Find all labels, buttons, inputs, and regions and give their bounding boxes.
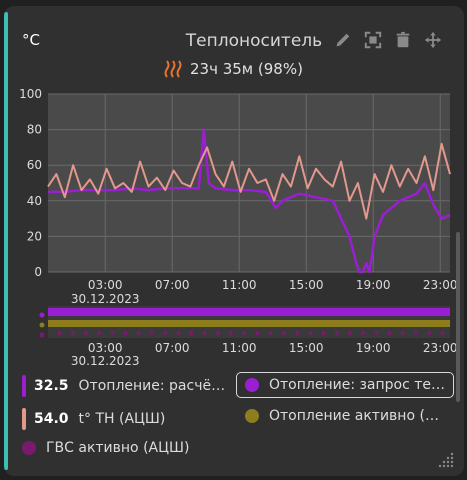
y-tick-label: 0 (34, 265, 42, 279)
legend-item-heatpump-temp[interactable]: 54.0 t° ТН (АЦШ) (22, 408, 165, 430)
fullscreen-icon[interactable] (364, 31, 382, 49)
chart-card: °C Теплоноситель 23ч 35м (98%) 100 80 60 40… (4, 6, 464, 476)
status-duration: 23ч 35м (98%) (190, 60, 303, 78)
unit-label: °C (22, 31, 40, 49)
timeline-row-marker (39, 322, 45, 328)
timeline-bar-dhw (427, 331, 431, 335)
timeline-bar-dhw (163, 331, 167, 335)
legend-swatch (22, 375, 26, 397)
timeline-bar-dhw (150, 331, 154, 335)
y-tick-label: 100 (19, 87, 42, 101)
timeline-bar-dhw (124, 331, 127, 335)
legend-item-heating-active[interactable]: Отопление активно (… (245, 408, 439, 424)
legend-swatch (22, 408, 26, 430)
timeline-bar-dhw (322, 331, 325, 335)
timeline-bar-dhw (137, 331, 141, 335)
legend-label: ГВС активно (АЦШ) (46, 440, 190, 456)
legend-label: Отопление активно (… (269, 408, 439, 424)
y-tick-label: 80 (27, 123, 42, 137)
legend-label: t° ТН (АЦШ) (78, 411, 166, 427)
timeline-bar-dhw (203, 331, 207, 335)
x-tick-date: 30.12.2023 (71, 292, 140, 304)
timeline-bar-dhw (348, 331, 352, 335)
timeline-bar-dhw (97, 331, 101, 335)
legend-swatch (245, 409, 259, 423)
timeline-bar-dhw (229, 331, 233, 335)
timeline-bar-dhw (414, 331, 418, 335)
timeline-x-tick-label: 23:00 (423, 341, 458, 355)
resize-handle-icon[interactable] (438, 452, 454, 468)
timeline-bar-dhw (269, 331, 273, 335)
toolbar (334, 31, 442, 49)
timeline-bar-heat-request (48, 308, 450, 316)
legend-item-calculated[interactable]: 32.5 Отопление: расчё… (22, 375, 225, 397)
legend-swatch (245, 378, 259, 392)
x-tick-label: 23:00 (423, 278, 458, 292)
timeline-bar-dhw (256, 331, 259, 335)
timeline-x-tick-label: 07:00 (155, 341, 190, 355)
timeline-bar-dhw (308, 331, 312, 335)
timeline-bar-dhw (295, 331, 299, 335)
y-tick-label: 60 (27, 158, 42, 172)
delete-icon[interactable] (394, 31, 412, 49)
legend-item-dhw-active[interactable]: ГВС активно (АЦШ) (22, 440, 189, 456)
timeline-bar-dhw (440, 331, 444, 335)
x-tick-label: 15:00 (289, 278, 324, 292)
series-line-2 (47, 142, 451, 220)
legend-value: 54.0 (34, 411, 69, 427)
timeline-bar-dhw (84, 331, 88, 335)
series-line-1 (48, 128, 451, 274)
heat-waves-icon (164, 60, 182, 78)
legend-swatch (22, 441, 36, 455)
legend-label: Отопление: расчё… (78, 378, 226, 394)
timeline-x-tick-label: 15:00 (289, 341, 324, 355)
legend-value: 32.5 (34, 378, 69, 394)
timeline-bar-dhw (282, 331, 286, 335)
y-tick-label: 40 (27, 194, 42, 208)
timeline-bar-dhw (176, 331, 180, 335)
timeline-x-tick-label: 03:00 (88, 341, 123, 355)
x-tick-label: 07:00 (155, 278, 190, 292)
timeline-bar-dhw (71, 331, 75, 335)
legend-label: Отопление: запрос те… (269, 377, 446, 393)
status-line: 23ч 35м (98%) (164, 59, 303, 79)
x-tick-label: 03:00 (88, 278, 123, 292)
timeline-bar-dhw (374, 331, 378, 335)
edit-icon[interactable] (334, 31, 352, 49)
timeline-bar-dhw (58, 331, 61, 335)
timeline-x-tick-date: 30.12.2023 (71, 354, 140, 368)
timeline-bar-dhw (361, 331, 365, 335)
legend-item-heat-request[interactable]: Отопление: запрос те… (236, 372, 455, 398)
timeline-bar-dhw (401, 331, 405, 335)
y-tick-label: 20 (27, 229, 42, 243)
timeline-bar-dhw (388, 331, 391, 335)
scrollbar[interactable] (456, 232, 460, 402)
timeline-x-tick-label: 19:00 (356, 341, 391, 355)
timeline-bar-dhw (216, 331, 220, 335)
move-icon[interactable] (424, 31, 442, 49)
plot-area (48, 94, 450, 272)
timeline-x-tick-label: 11:00 (222, 341, 257, 355)
timeline-bar-dhw (335, 331, 339, 335)
x-tick-label: 11:00 (222, 278, 257, 292)
card-accent-bar (4, 12, 8, 470)
timeline-bar-dhw (110, 331, 114, 335)
timeline-bar-heating-active (48, 320, 450, 327)
card-title: Теплоноситель (185, 31, 323, 51)
x-tick-label: 19:00 (356, 278, 391, 292)
timeline-bar-dhw (242, 331, 246, 335)
timeline-bar-dhw (190, 331, 193, 335)
timeline-row-marker (39, 312, 45, 318)
timeline-row-marker (39, 332, 45, 338)
